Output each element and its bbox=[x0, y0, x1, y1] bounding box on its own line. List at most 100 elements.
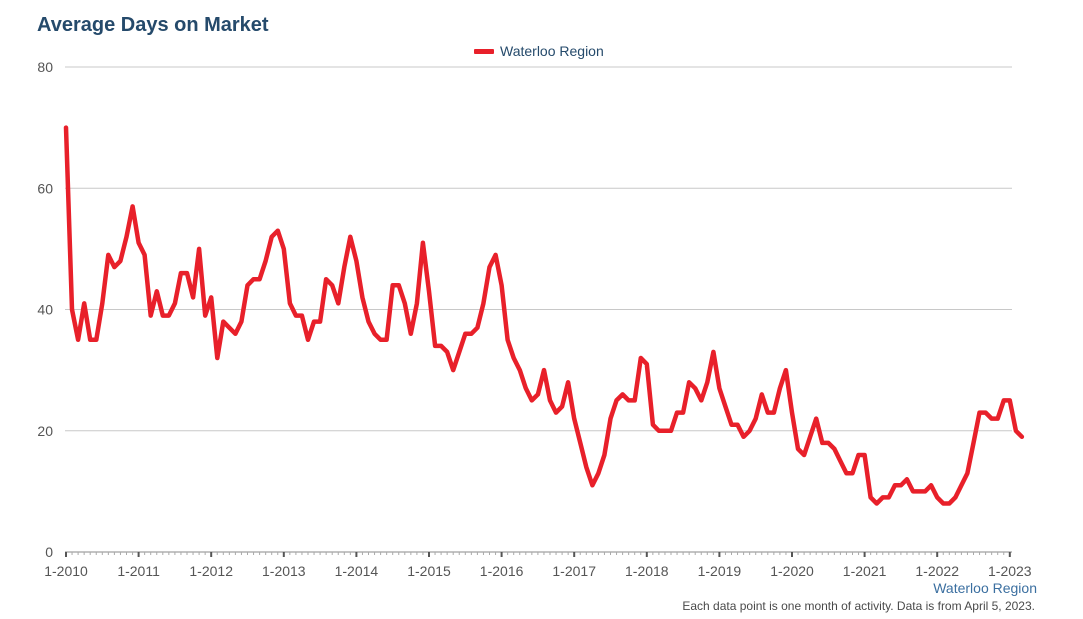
data-point[interactable] bbox=[432, 343, 438, 349]
data-point[interactable] bbox=[547, 397, 553, 403]
data-point[interactable] bbox=[862, 452, 868, 458]
data-point[interactable] bbox=[565, 379, 571, 385]
data-point[interactable] bbox=[977, 410, 983, 416]
data-point[interactable] bbox=[366, 319, 372, 325]
data-point[interactable] bbox=[99, 300, 105, 306]
data-point[interactable] bbox=[214, 355, 220, 361]
data-point[interactable] bbox=[989, 416, 995, 422]
data-point[interactable] bbox=[710, 349, 716, 355]
data-point[interactable] bbox=[946, 501, 952, 507]
data-point[interactable] bbox=[341, 264, 347, 270]
data-point[interactable] bbox=[535, 391, 541, 397]
data-point[interactable] bbox=[692, 385, 698, 391]
data-point[interactable] bbox=[904, 476, 910, 482]
data-point[interactable] bbox=[172, 300, 178, 306]
data-point[interactable] bbox=[735, 422, 741, 428]
data-point[interactable] bbox=[837, 458, 843, 464]
data-point[interactable] bbox=[136, 240, 142, 246]
data-point[interactable] bbox=[511, 355, 517, 361]
data-point[interactable] bbox=[614, 397, 620, 403]
data-point[interactable] bbox=[892, 482, 898, 488]
data-point[interactable] bbox=[1001, 397, 1007, 403]
data-point[interactable] bbox=[426, 288, 432, 294]
data-point[interactable] bbox=[928, 482, 934, 488]
data-point[interactable] bbox=[238, 319, 244, 325]
data-point[interactable] bbox=[390, 282, 396, 288]
data-point[interactable] bbox=[257, 276, 263, 282]
data-point[interactable] bbox=[964, 470, 970, 476]
data-point[interactable] bbox=[293, 313, 299, 319]
data-point[interactable] bbox=[1007, 397, 1013, 403]
data-point[interactable] bbox=[1013, 428, 1019, 434]
data-point[interactable] bbox=[359, 294, 365, 300]
data-point[interactable] bbox=[384, 337, 390, 343]
data-point[interactable] bbox=[620, 391, 626, 397]
data-point[interactable] bbox=[729, 422, 735, 428]
data-point[interactable] bbox=[208, 294, 214, 300]
data-point[interactable] bbox=[408, 331, 414, 337]
data-point[interactable] bbox=[577, 440, 583, 446]
data-point[interactable] bbox=[299, 313, 305, 319]
data-point[interactable] bbox=[184, 270, 190, 276]
data-point[interactable] bbox=[795, 446, 801, 452]
data-point[interactable] bbox=[747, 428, 753, 434]
data-point[interactable] bbox=[456, 349, 462, 355]
data-point[interactable] bbox=[850, 470, 856, 476]
data-point[interactable] bbox=[111, 264, 117, 270]
data-point[interactable] bbox=[789, 410, 795, 416]
data-point[interactable] bbox=[63, 125, 69, 131]
series-line[interactable] bbox=[63, 125, 1025, 506]
data-point[interactable] bbox=[880, 494, 886, 500]
data-point[interactable] bbox=[269, 234, 275, 240]
data-point[interactable] bbox=[323, 276, 329, 282]
data-point[interactable] bbox=[402, 300, 408, 306]
data-point[interactable] bbox=[940, 501, 946, 507]
data-point[interactable] bbox=[81, 300, 87, 306]
data-point[interactable] bbox=[480, 300, 486, 306]
data-point[interactable] bbox=[589, 482, 595, 488]
data-point[interactable] bbox=[819, 440, 825, 446]
data-point[interactable] bbox=[372, 331, 378, 337]
data-point[interactable] bbox=[856, 452, 862, 458]
data-point[interactable] bbox=[251, 276, 257, 282]
data-point[interactable] bbox=[571, 416, 577, 422]
data-point[interactable] bbox=[541, 367, 547, 373]
data-point[interactable] bbox=[583, 464, 589, 470]
data-point[interactable] bbox=[305, 337, 311, 343]
data-point[interactable] bbox=[414, 300, 420, 306]
data-point[interactable] bbox=[190, 294, 196, 300]
data-point[interactable] bbox=[517, 367, 523, 373]
data-point[interactable] bbox=[874, 501, 880, 507]
data-point[interactable] bbox=[148, 313, 154, 319]
data-point[interactable] bbox=[741, 434, 747, 440]
data-point[interactable] bbox=[753, 416, 759, 422]
data-point[interactable] bbox=[124, 234, 130, 240]
data-point[interactable] bbox=[396, 282, 402, 288]
data-point[interactable] bbox=[178, 270, 184, 276]
data-point[interactable] bbox=[632, 397, 638, 403]
data-point[interactable] bbox=[245, 282, 251, 288]
data-point[interactable] bbox=[825, 440, 831, 446]
data-point[interactable] bbox=[995, 416, 1001, 422]
data-point[interactable] bbox=[783, 367, 789, 373]
data-point[interactable] bbox=[843, 470, 849, 476]
data-point[interactable] bbox=[813, 416, 819, 422]
data-point[interactable] bbox=[771, 410, 777, 416]
data-point[interactable] bbox=[438, 343, 444, 349]
data-point[interactable] bbox=[958, 482, 964, 488]
data-point[interactable] bbox=[226, 325, 232, 331]
data-point[interactable] bbox=[317, 319, 323, 325]
data-point[interactable] bbox=[311, 319, 317, 325]
data-point[interactable] bbox=[142, 252, 148, 258]
data-point[interactable] bbox=[353, 258, 359, 264]
data-point[interactable] bbox=[69, 307, 75, 313]
data-point[interactable] bbox=[462, 331, 468, 337]
data-point[interactable] bbox=[130, 203, 136, 209]
data-point[interactable] bbox=[329, 282, 335, 288]
data-point[interactable] bbox=[910, 488, 916, 494]
data-point[interactable] bbox=[468, 331, 474, 337]
data-point[interactable] bbox=[638, 355, 644, 361]
data-point[interactable] bbox=[650, 422, 656, 428]
data-point[interactable] bbox=[656, 428, 662, 434]
data-point[interactable] bbox=[105, 252, 111, 258]
